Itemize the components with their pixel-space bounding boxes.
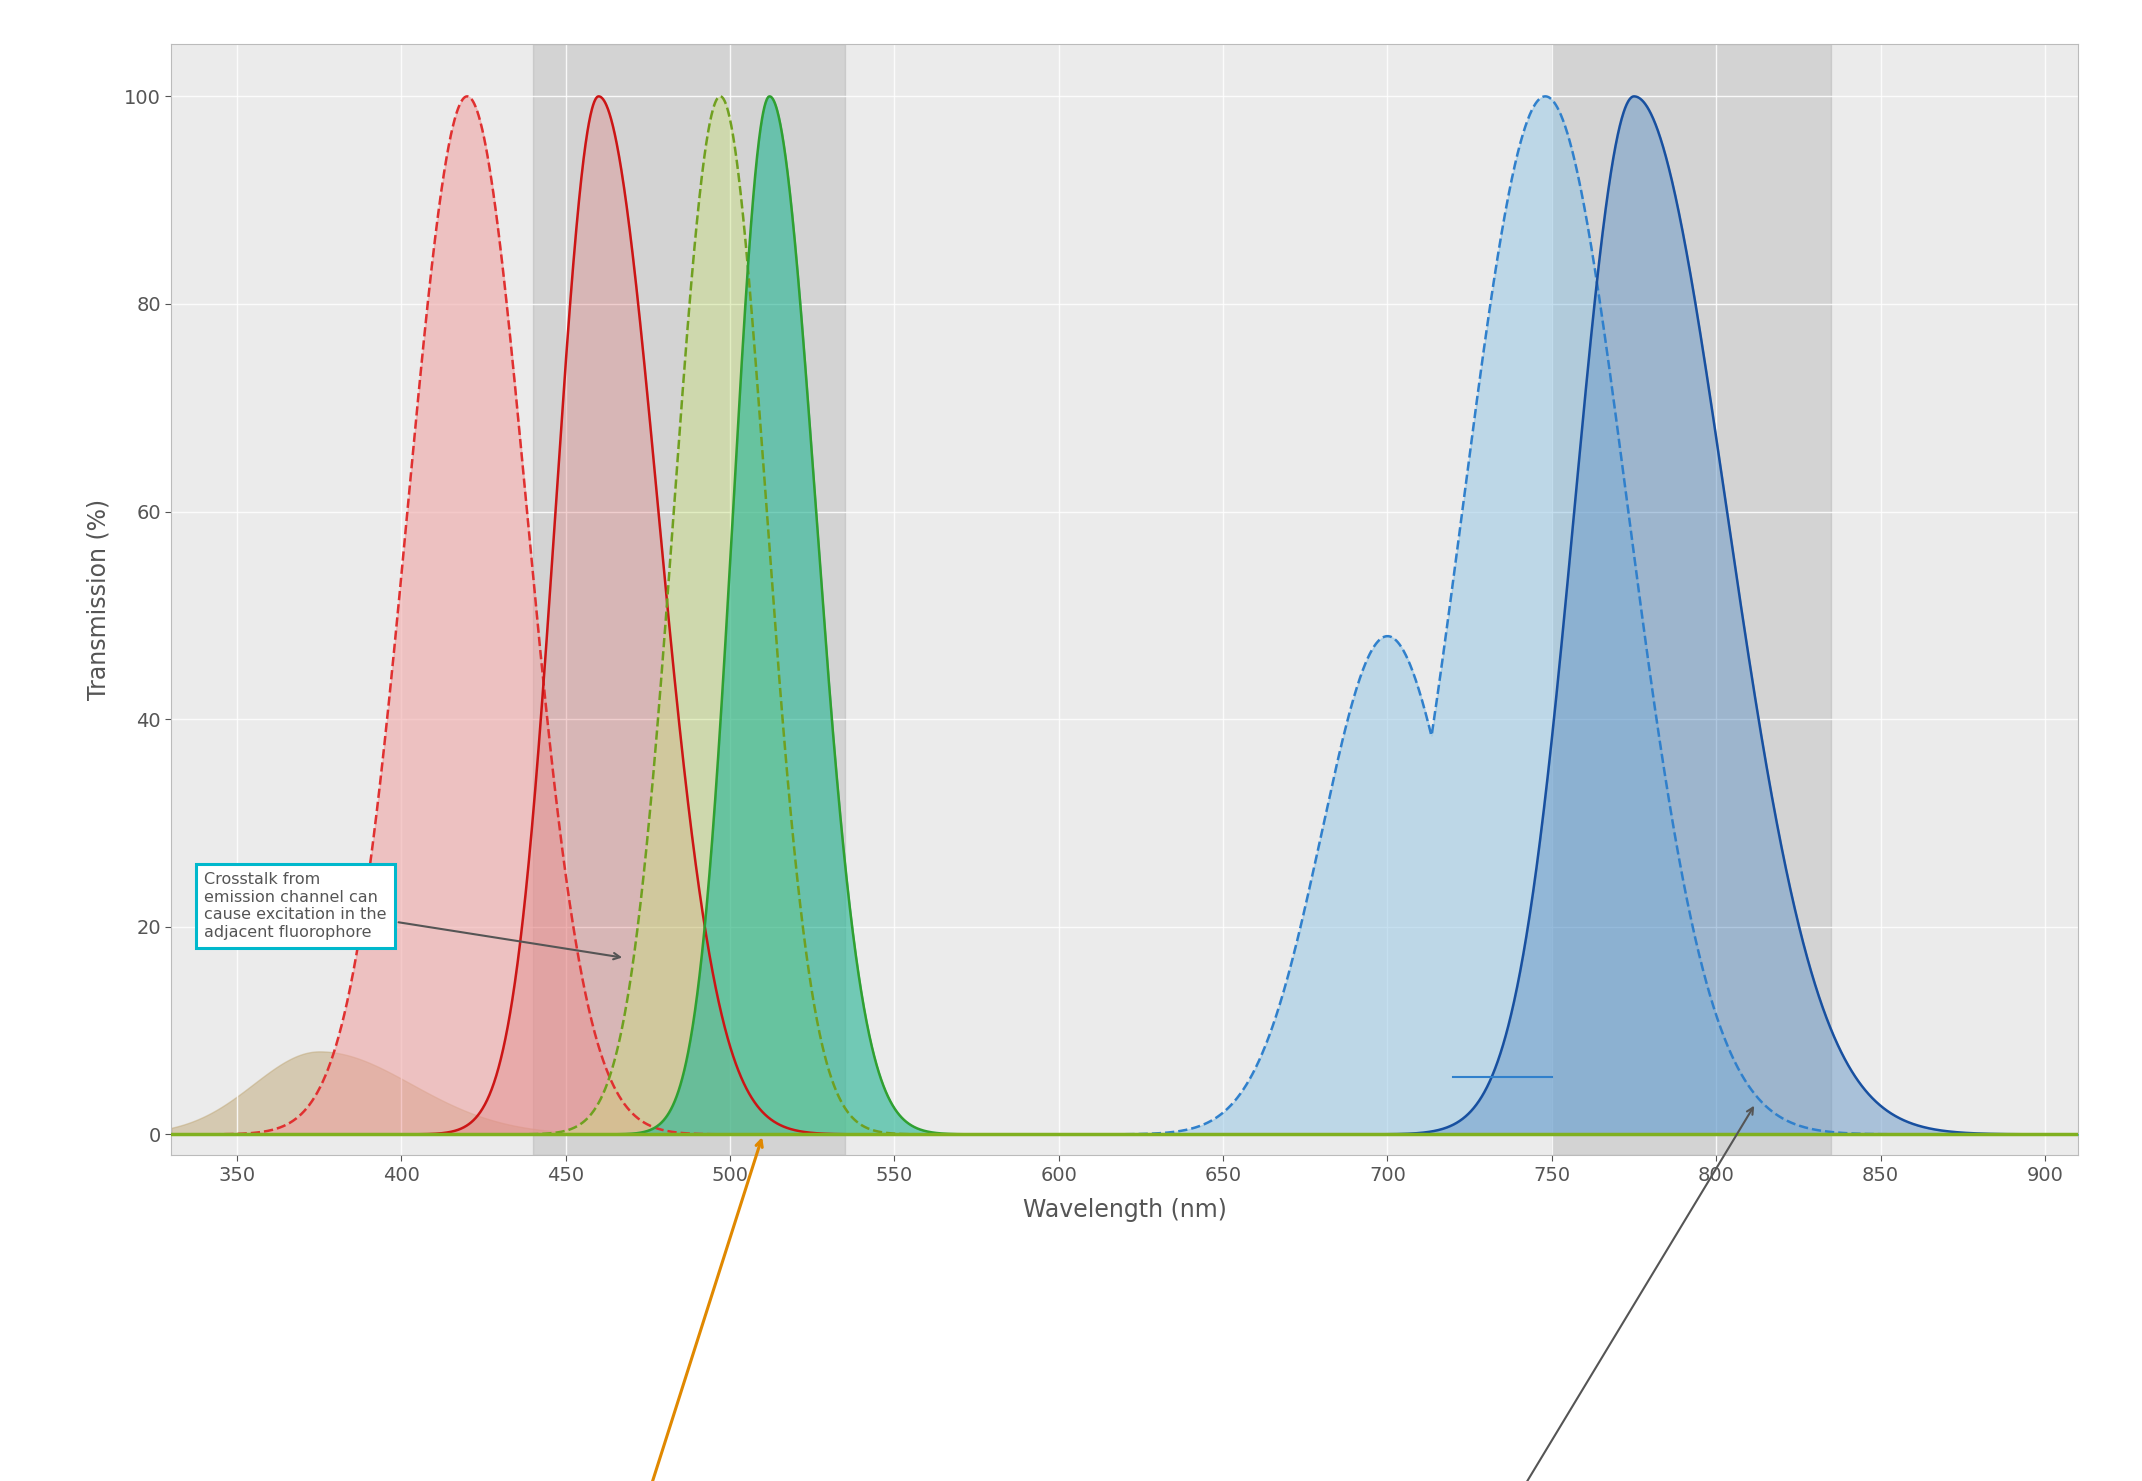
Text: Crosstalk from
emission channel can
cause excitation in the
adjacent fluorophore: Crosstalk from emission channel can caus… [203,872,619,960]
Text: Crosstalk between
emission channels can
cause fluorescence signal
in the wrong c: Crosstalk between emission channels can … [499,1140,763,1481]
X-axis label: Wavelength (nm): Wavelength (nm) [1022,1198,1227,1222]
Bar [533,44,846,1155]
Y-axis label: Transmission (%): Transmission (%) [86,499,109,701]
Bar [1551,44,1831,1155]
Text: Well-separated
fluorophores don't have
problems with crosstalk: Well-separated fluorophores don't have p… [1388,1108,1752,1481]
